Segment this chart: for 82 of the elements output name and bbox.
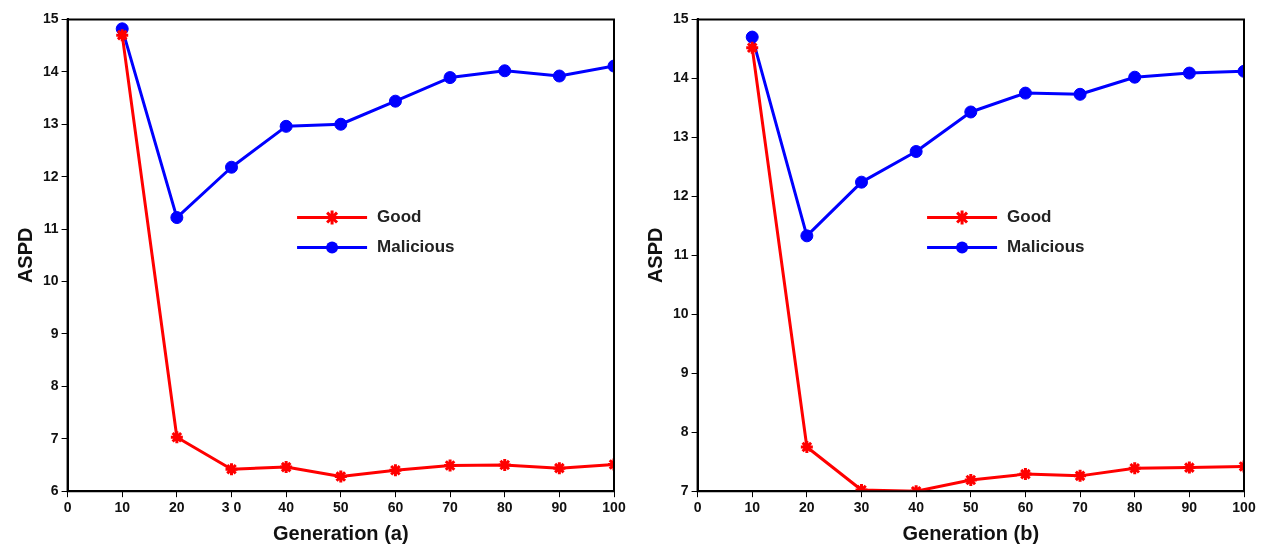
y-tick-label: 8 xyxy=(680,423,689,440)
point xyxy=(963,472,979,488)
y-tick-label: 11 xyxy=(673,246,689,263)
x-tick-label: 60 xyxy=(387,499,404,516)
x-tick-label: 20 xyxy=(169,499,185,516)
point xyxy=(551,460,567,476)
legend-label: Good xyxy=(1007,207,1052,227)
y-tick-label: 7 xyxy=(50,429,59,446)
y-axis-title: ASPD xyxy=(13,227,36,284)
point xyxy=(333,469,349,485)
y-tick-label: 13 xyxy=(42,115,59,132)
x-tick-label: 40 xyxy=(908,499,925,516)
point xyxy=(799,439,815,455)
x-tick-label: 90 xyxy=(551,499,568,516)
point xyxy=(114,27,130,43)
x-tick-label: 30 xyxy=(853,499,870,516)
x-tick-label: 100 xyxy=(602,499,626,516)
point xyxy=(1182,66,1196,80)
y-tick-label: 15 xyxy=(42,10,59,27)
x-tick-label: 60 xyxy=(1017,499,1034,516)
point xyxy=(1017,466,1033,482)
x-axis-title: Generation (b) xyxy=(902,521,1040,544)
point xyxy=(443,71,457,85)
point xyxy=(388,94,402,108)
y-tick-label: 6 xyxy=(50,482,59,499)
point xyxy=(498,64,512,78)
point xyxy=(169,429,185,445)
y-tick-label: 11 xyxy=(43,219,59,236)
point xyxy=(552,69,566,83)
x-tick-label: 50 xyxy=(963,499,979,516)
point xyxy=(442,458,458,474)
x-axis-title: Generation (a) xyxy=(273,521,409,544)
point xyxy=(1181,460,1197,476)
x-tick-label: 80 xyxy=(496,499,513,516)
y-tick-label: 15 xyxy=(672,10,689,27)
legend-label: Malicious xyxy=(377,237,455,257)
point xyxy=(387,462,403,478)
point xyxy=(334,117,348,131)
point xyxy=(745,30,759,44)
point xyxy=(744,40,760,56)
y-tick-label: 12 xyxy=(672,187,689,204)
point xyxy=(855,175,868,189)
x-tick-label: 90 xyxy=(1181,499,1198,516)
point xyxy=(909,145,923,158)
point xyxy=(225,160,238,174)
y-tick-label: 13 xyxy=(672,128,689,145)
y-tick-label: 7 xyxy=(680,482,689,499)
x-tick-label: 0 xyxy=(693,499,702,516)
x-tick-label: 80 xyxy=(1126,499,1143,516)
x-tick-label: 100 xyxy=(1232,499,1256,516)
point xyxy=(1128,70,1142,84)
y-tick-label: 9 xyxy=(50,324,59,341)
x-tick-label: 50 xyxy=(333,499,349,516)
point xyxy=(1072,468,1088,484)
point xyxy=(170,211,184,225)
point xyxy=(964,105,978,119)
y-tick-label: 14 xyxy=(672,69,689,86)
y-axis-title: ASPD xyxy=(643,227,666,284)
point xyxy=(800,229,814,243)
point xyxy=(1073,87,1087,101)
x-tick-label: 70 xyxy=(1072,499,1089,516)
point xyxy=(224,461,239,477)
x-tick-label: 10 xyxy=(114,499,131,516)
y-tick-label: 10 xyxy=(672,305,689,322)
y-tick-label: 14 xyxy=(42,62,59,79)
x-tick-label: 70 xyxy=(442,499,459,516)
y-tick-label: 12 xyxy=(42,167,59,184)
legend-label: Good xyxy=(377,207,422,227)
y-tick-label: 8 xyxy=(50,377,59,394)
legend-label: Malicious xyxy=(1007,237,1085,257)
x-tick-label: 20 xyxy=(799,499,815,516)
point xyxy=(279,119,293,133)
point xyxy=(278,459,294,475)
point xyxy=(497,457,513,473)
x-tick-label: 0 xyxy=(63,499,72,516)
point xyxy=(1018,86,1032,100)
point xyxy=(1127,460,1143,476)
x-tick-label: 10 xyxy=(744,499,761,516)
y-tick-label: 10 xyxy=(42,272,59,289)
y-tick-label: 9 xyxy=(680,364,689,381)
x-tick-label: 40 xyxy=(278,499,295,516)
x-tick-label: 3 0 xyxy=(221,499,242,516)
